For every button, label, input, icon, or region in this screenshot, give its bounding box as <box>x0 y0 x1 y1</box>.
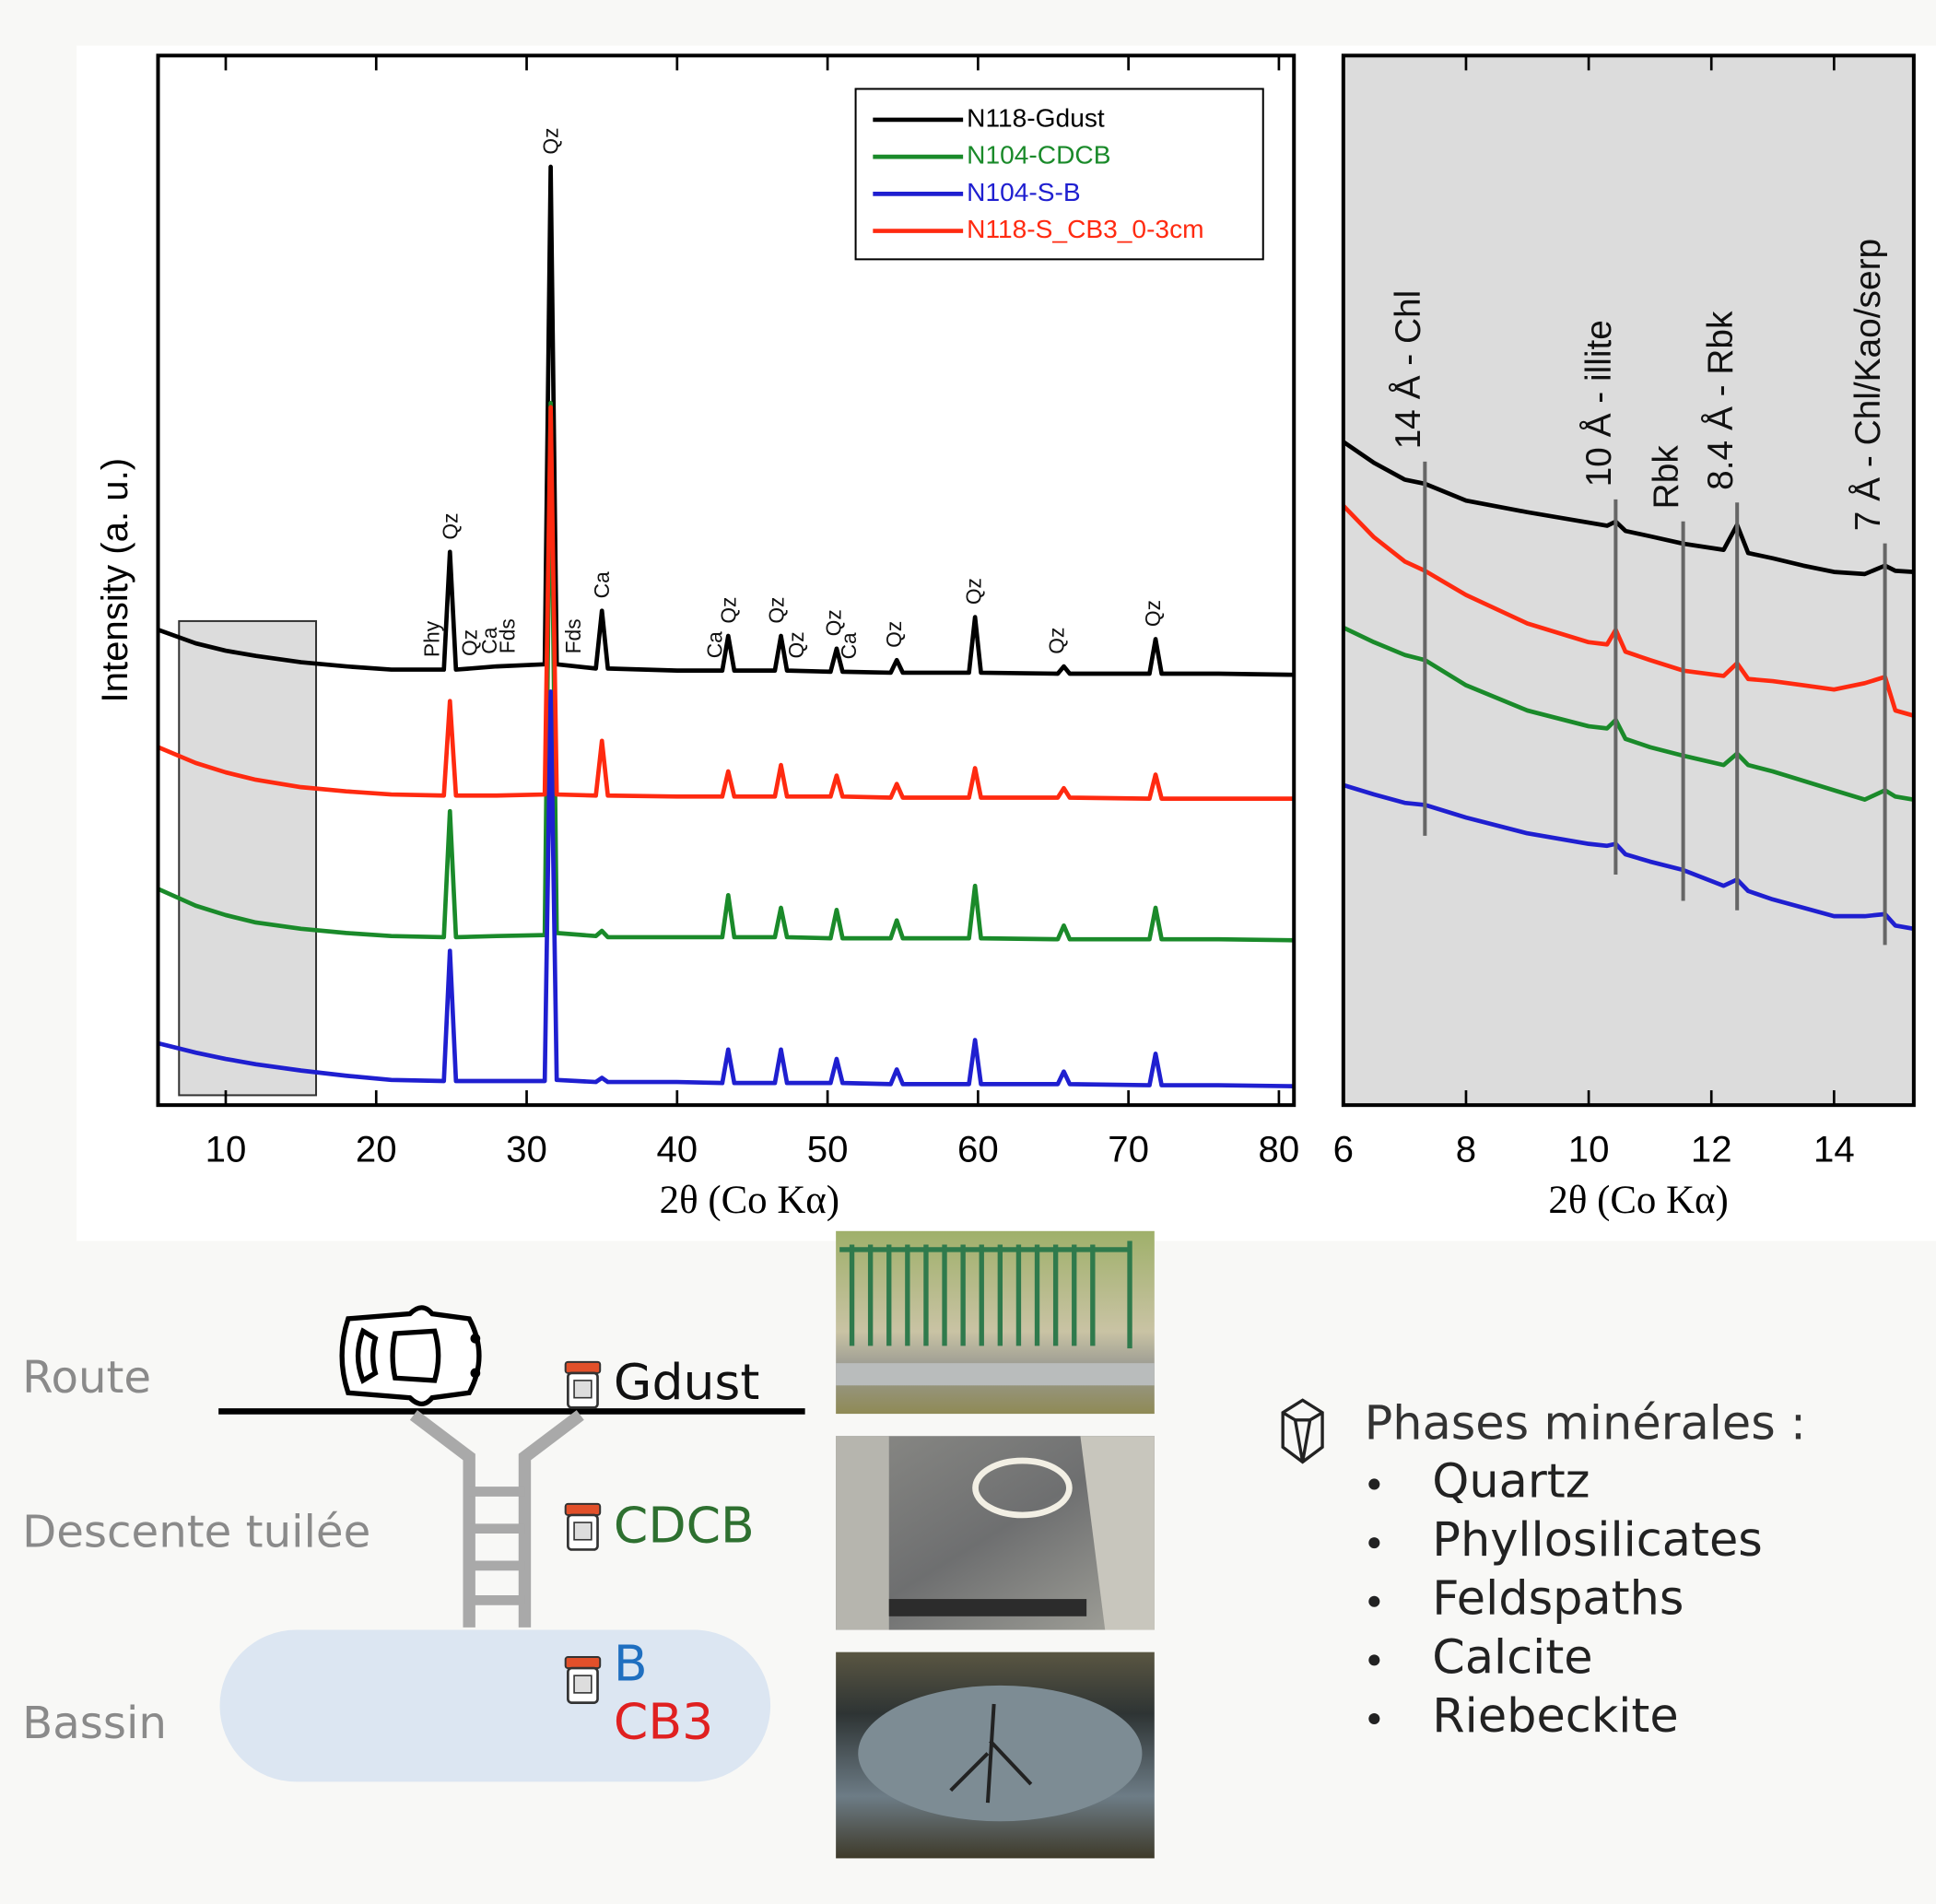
phase-item: Riebeckite <box>1432 1689 1678 1744</box>
jar-icon <box>564 1502 602 1551</box>
marker-label: 10 Å - illite <box>1578 320 1619 487</box>
plot-frame <box>156 53 1297 1108</box>
peak-label: Ca <box>477 627 501 653</box>
phase-item: Feldspaths <box>1432 1572 1684 1627</box>
car-icon <box>339 1305 482 1407</box>
x-tick-label: 10 <box>205 1129 247 1170</box>
jar-icon <box>564 1360 602 1409</box>
peak-label: Fds <box>561 618 585 653</box>
phase-list: QuartzPhyllosilicatesFeldspathsCalciteRi… <box>1368 1454 1763 1744</box>
series-line <box>1342 504 1915 718</box>
series-line <box>1343 782 1915 932</box>
legend-label: N118-Gdust <box>967 103 1105 132</box>
peak-label: Qz <box>438 512 462 539</box>
marker-label: 7 Å - Chl/Kao/serp <box>1848 239 1888 531</box>
peak-label: Qz <box>1044 628 1068 654</box>
x-tick-label: 12 <box>1691 1129 1732 1170</box>
y-axis-title: Intensity (a. u.) <box>94 458 135 703</box>
legend-label: N104-S-B <box>967 178 1081 206</box>
series-line <box>1342 625 1915 803</box>
bullet <box>1368 1478 1380 1490</box>
peak-label: Ca <box>837 632 861 659</box>
phases-title: Phases minérales : <box>1365 1396 1806 1451</box>
x-tick-label: 40 <box>656 1129 698 1170</box>
peak-label: Ca <box>590 571 614 598</box>
peak-label: Qz <box>1141 600 1165 627</box>
crystal-icon <box>1281 1398 1324 1464</box>
peak-label: Qz <box>784 631 808 658</box>
x-tick-label: 30 <box>506 1129 547 1170</box>
x-tick-label: 8 <box>1456 1129 1476 1170</box>
series-line <box>157 405 1295 801</box>
mineral-phases: Phases minérales : QuartzPhyllosilicates… <box>1281 1396 1806 1744</box>
x-axis-title: 2θ (Co Kα) <box>1548 1179 1728 1222</box>
bullet <box>1368 1595 1380 1607</box>
x-axis-title: 2θ (Co Kα) <box>660 1179 839 1222</box>
x-tick-label: 20 <box>356 1129 397 1170</box>
phase-item: Phyllosilicates <box>1432 1513 1762 1568</box>
basin <box>219 1629 771 1782</box>
peak-label: Qz <box>765 597 789 624</box>
zone-label: Route <box>22 1352 151 1404</box>
plot-background <box>1343 55 1914 1106</box>
sample-label: Gdust <box>614 1353 759 1411</box>
jar-icons <box>564 1360 602 1704</box>
photo <box>836 1230 1155 1415</box>
zone-label: Bassin <box>22 1698 167 1749</box>
zone-label: Descente tuilée <box>22 1506 370 1557</box>
peak-label: Qz <box>882 621 906 648</box>
x-tick-label: 70 <box>1108 1129 1149 1170</box>
jar-label <box>573 1522 593 1541</box>
x-tick-label: 6 <box>1333 1129 1354 1170</box>
series-line <box>157 400 1295 943</box>
peak-label: Qz <box>716 597 740 624</box>
jar-lid <box>564 1656 602 1670</box>
ladder-rungs <box>469 1487 525 1605</box>
series-line <box>157 689 1295 1088</box>
jar-label <box>573 1675 593 1694</box>
peak-label: Qz <box>539 128 563 155</box>
bullet <box>1368 1537 1380 1549</box>
x-tick-label: 50 <box>807 1129 849 1170</box>
peak-label: Qz <box>822 609 846 636</box>
marker-label: Rbk <box>1647 445 1686 510</box>
legend-label: N118-S_CB3_0-3cm <box>967 215 1203 243</box>
jar-icon <box>564 1656 602 1704</box>
peak-label: Fds <box>495 618 519 653</box>
x-tick-label: 10 <box>1568 1129 1610 1170</box>
series-line <box>1342 440 1915 577</box>
legend-label: N104-CDCB <box>967 141 1110 170</box>
site-diagram: Route Descente tuilée Bassin Gdust CDCB … <box>22 1305 805 1782</box>
photo <box>836 1436 1155 1630</box>
ladder-rail <box>409 1410 475 1628</box>
legend: N118-Gdust N104-CDCB N104-S-B N118-S_CB3_0-… <box>873 103 1204 243</box>
jar-lid <box>564 1360 602 1374</box>
series-line <box>157 164 1295 677</box>
peak-label: Qz <box>962 578 986 605</box>
marker-label: 8.4 Å - Rbk <box>1700 311 1741 490</box>
jar-label <box>573 1380 593 1399</box>
marker-label: 14 Å - Chl <box>1388 290 1428 450</box>
peak-label: Phy <box>420 620 444 657</box>
phase-item: Quartz <box>1432 1454 1590 1509</box>
plot-frame <box>1341 53 1916 1108</box>
photo <box>836 1651 1155 1859</box>
x-tick-label: 80 <box>1259 1129 1300 1170</box>
peak-label: Qz <box>458 629 482 656</box>
bullet <box>1368 1654 1380 1666</box>
zoom-region <box>178 619 318 1097</box>
x-tick-label: 14 <box>1813 1129 1855 1170</box>
sample-label: B <box>614 1634 648 1692</box>
peak-label: Ca <box>703 631 727 658</box>
jar-lid <box>564 1502 602 1516</box>
sample-label: CDCB <box>614 1496 755 1554</box>
sample-label: CB3 <box>614 1692 713 1750</box>
phase-item: Calcite <box>1432 1630 1592 1685</box>
bullet <box>1368 1712 1380 1725</box>
x-tick-label: 60 <box>957 1129 999 1170</box>
